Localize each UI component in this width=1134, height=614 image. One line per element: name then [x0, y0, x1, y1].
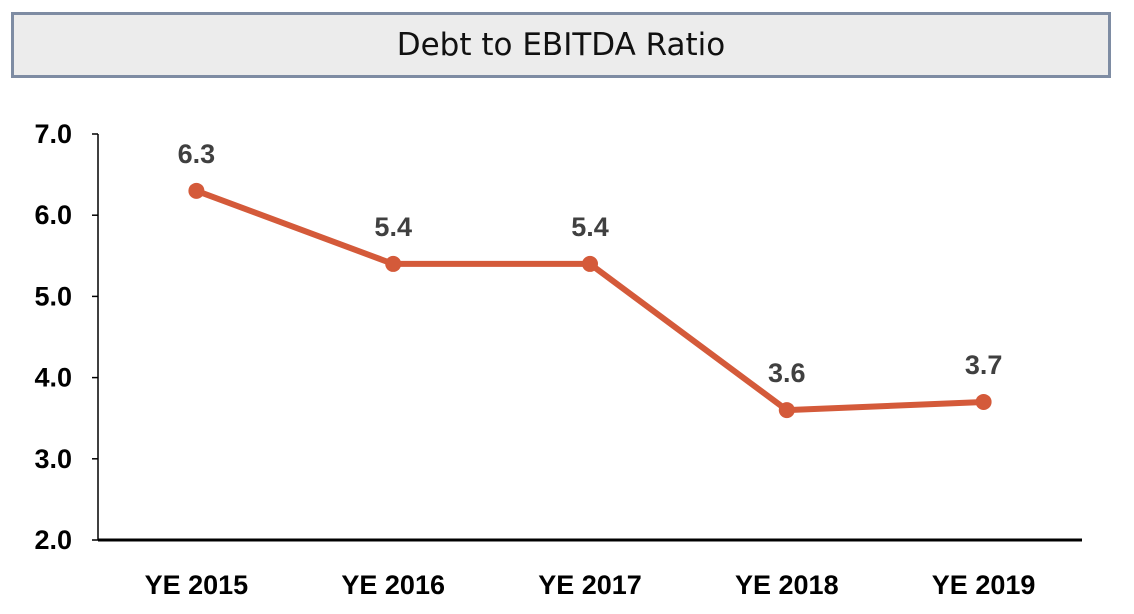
x-tick-label: YE 2016	[341, 570, 445, 600]
y-tick-label: 3.0	[34, 444, 72, 474]
data-point	[188, 182, 205, 199]
data-point	[385, 255, 402, 272]
x-tick-label: YE 2015	[145, 570, 249, 600]
y-tick-label: 7.0	[34, 119, 72, 149]
chart-title: Debt to EBITDA Ratio	[396, 27, 726, 63]
data-label: 5.4	[571, 212, 609, 242]
data-label: 6.3	[178, 139, 216, 169]
data-label: 5.4	[374, 212, 412, 242]
y-tick-label: 6.0	[34, 200, 72, 230]
x-tick-label: YE 2017	[538, 570, 642, 600]
y-tick-label: 5.0	[34, 281, 72, 311]
y-tick-label: 2.0	[34, 525, 72, 555]
data-point	[778, 402, 795, 419]
y-tick-label: 4.0	[34, 363, 72, 393]
data-point	[975, 393, 992, 410]
chart-title-box: Debt to EBITDA Ratio	[11, 12, 1111, 78]
data-label: 3.7	[965, 350, 1003, 380]
data-label: 3.6	[768, 358, 806, 388]
x-tick-label: YE 2019	[932, 570, 1036, 600]
x-tick-label: YE 2018	[735, 570, 839, 600]
data-point	[582, 255, 598, 272]
